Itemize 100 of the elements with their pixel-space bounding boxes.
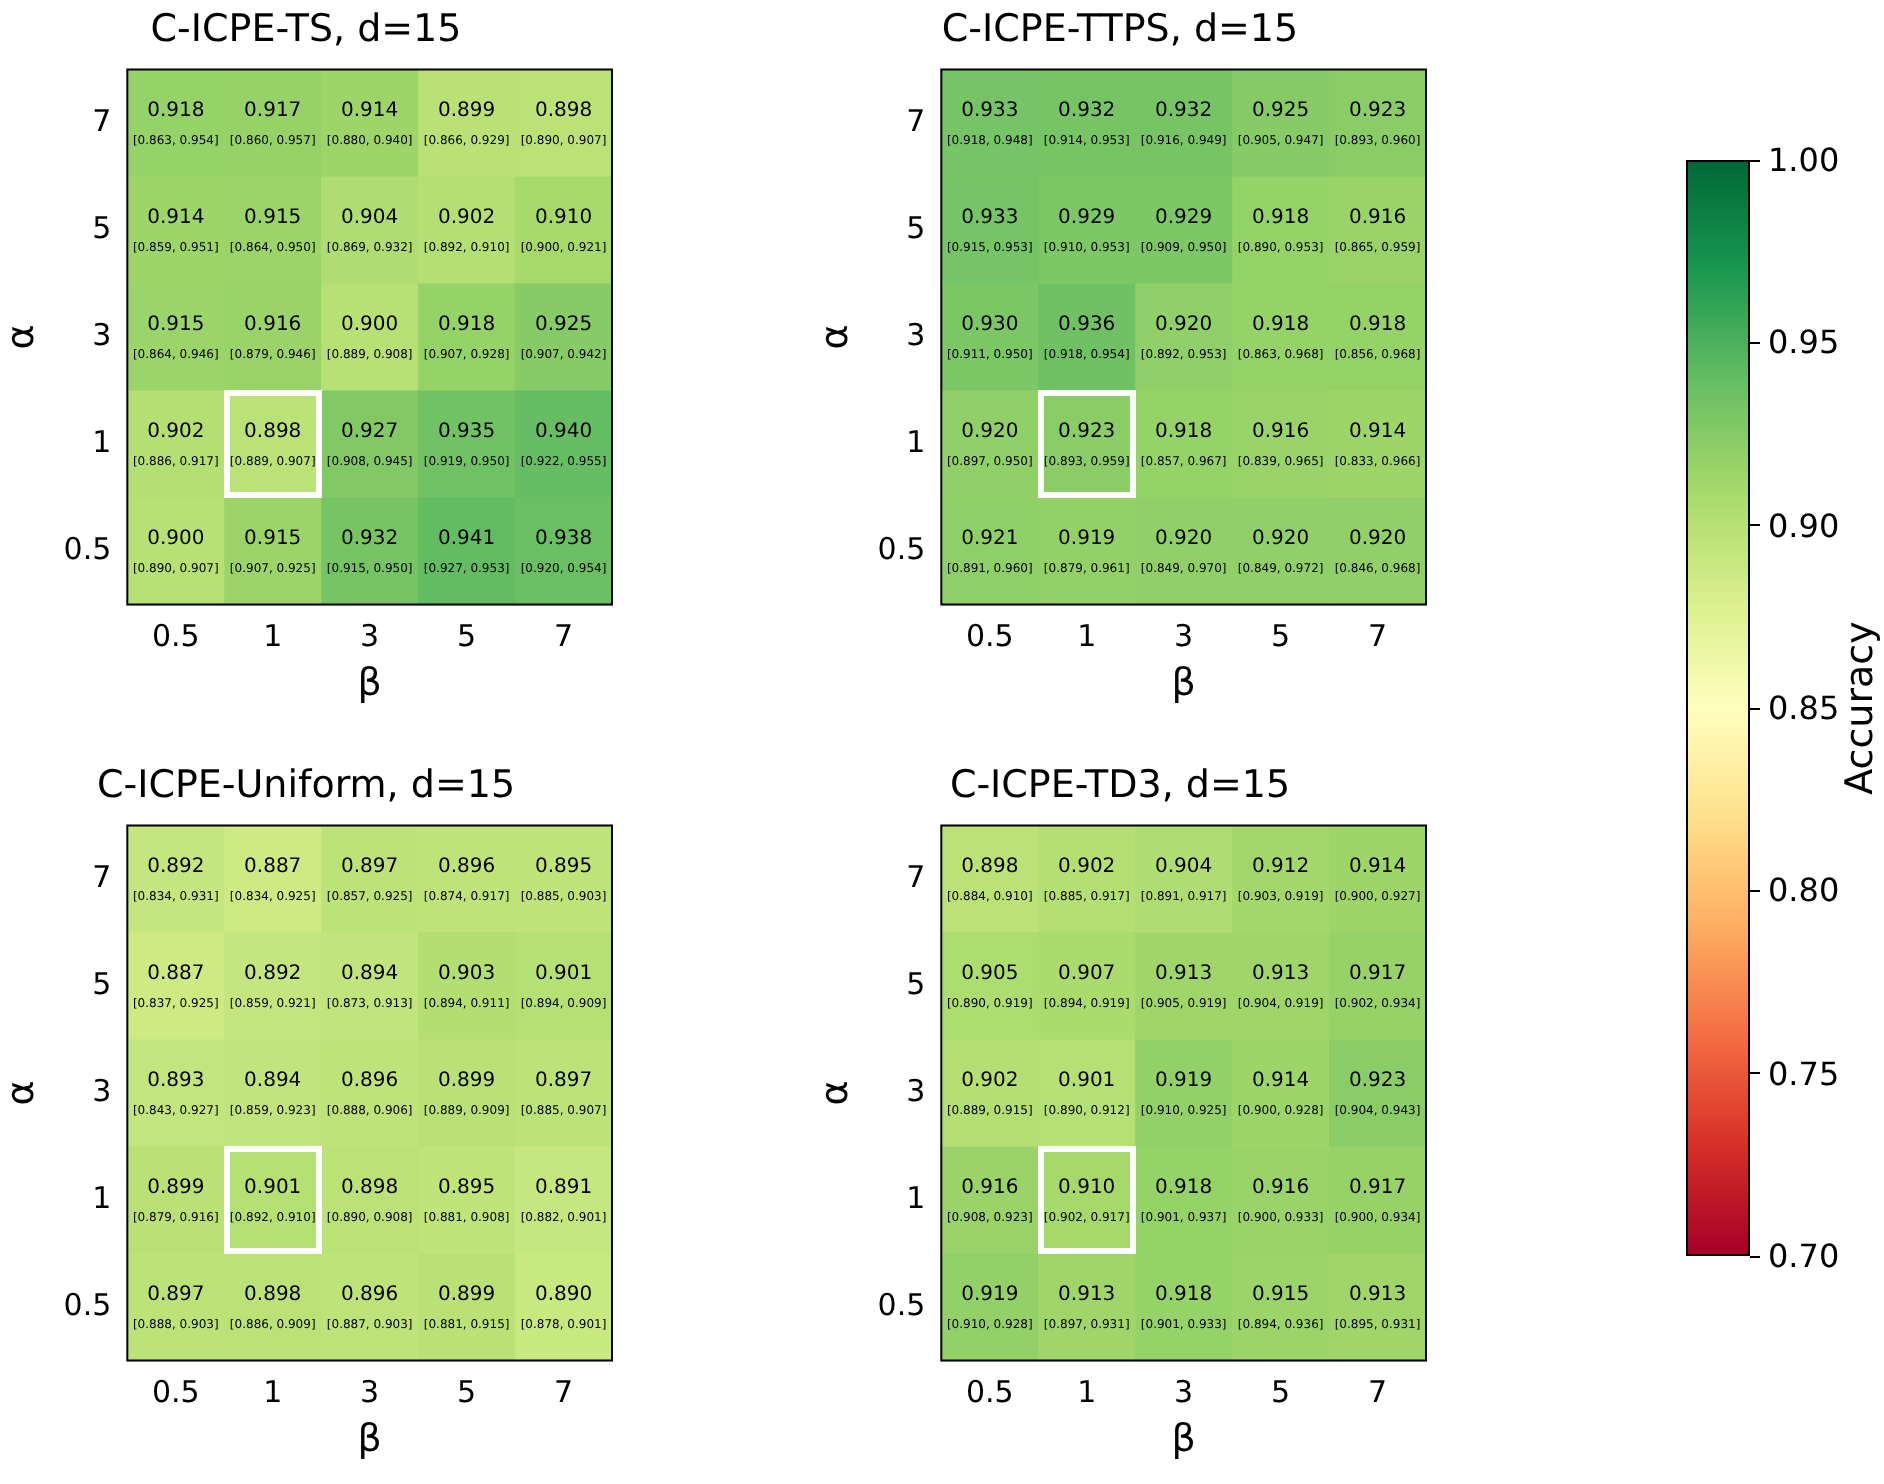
data-label: 0.899 [437,1284,496,1307]
data-label: 0.916 [1348,207,1407,230]
data-label: 0.925 [1251,100,1310,123]
data-label: 0.938 [534,528,593,551]
data-label: 0.890 [534,1284,593,1307]
chart-title: C-ICPE-TTPS, d=15 [941,6,1299,51]
x-tick-label: 5 [1271,618,1291,655]
y-tick-label: 5 [906,209,926,246]
data-label: 0.896 [341,1070,399,1093]
data-label: 0.923 [1348,1070,1407,1093]
data-label: 0.917 [1348,963,1407,986]
data-label: 0.933 [961,100,1019,123]
chart-title: C-ICPE-TS, d=15 [150,6,462,51]
data-label: 0.930 [961,314,1019,337]
data-label: 0.914 [1348,421,1407,444]
data-label: 0.913 [1348,1284,1407,1307]
data-label: 0.901 [244,1177,302,1200]
color-bar-label: 0.85 [1768,689,1840,727]
y-tick-label: 1 [906,423,926,460]
data-label: 0.907 [1058,963,1116,986]
data-label: 0.929 [1058,207,1116,230]
data-label: 0.899 [147,1177,205,1200]
data-label: 0.914 [1348,856,1407,879]
data-label: 0.904 [341,207,399,230]
y-tick-label: 0.5 [63,1286,112,1323]
data-label: 0.897 [534,1070,593,1093]
data-label: 0.894 [244,1070,302,1093]
data-label: 0.895 [437,1177,496,1200]
y-tick-label: 0.5 [877,1286,926,1323]
data-label: 0.915 [244,207,302,230]
x-axis-title: β [357,661,382,706]
x-tick-label: 0.5 [965,1374,1014,1411]
y-tick-label: 0.5 [877,530,926,567]
data-label: 0.904 [1155,856,1213,879]
data-label: 0.916 [244,314,302,337]
data-label: 0.902 [1058,856,1116,879]
data-label: 0.892 [147,856,205,879]
data-label: 0.920 [1155,528,1213,551]
data-label: 0.901 [534,963,593,986]
chart-title: C-ICPE-Uniform, d=15 [96,762,516,807]
data-label: 0.897 [341,856,399,879]
data-label: 0.920 [1348,528,1407,551]
x-tick-label: 3 [360,1374,380,1411]
data-label: 0.920 [1251,528,1310,551]
data-label: 0.917 [1348,1177,1407,1200]
data-label: 0.887 [244,856,302,879]
x-axis-title: β [1171,1417,1196,1462]
data-label: 0.900 [147,528,205,551]
data-label: 0.918 [437,314,496,337]
data-label: 0.933 [961,207,1019,230]
data-label: 0.918 [1155,1284,1213,1307]
y-tick-label: 7 [92,858,112,895]
data-label: 0.941 [437,528,496,551]
y-tick-label: 1 [906,1179,926,1216]
data-label: 0.932 [1058,100,1116,123]
data-label: 0.940 [534,421,593,444]
data-label: 0.929 [1155,207,1213,230]
data-label: 0.905 [961,963,1019,986]
chart-title: C-ICPE-TD3, d=15 [949,762,1291,807]
y-axis-title: α [812,1080,857,1106]
data-label: 0.915 [244,528,302,551]
data-label: 0.923 [1348,100,1407,123]
data-label: 0.895 [534,856,593,879]
x-axis-title: β [1171,661,1196,706]
y-tick-label: 5 [92,209,112,246]
data-label: 0.916 [961,1177,1019,1200]
data-label: 0.936 [1058,314,1116,337]
data-label: 0.915 [147,314,205,337]
data-label: 0.898 [341,1177,399,1200]
x-tick-label: 3 [360,618,380,655]
data-label: 0.919 [1155,1070,1213,1093]
x-tick-label: 7 [553,618,574,655]
data-label: 0.914 [341,100,399,123]
y-axis-title: α [0,324,43,350]
data-label: 0.900 [341,314,399,337]
color-bar-title: Accuracy [1838,621,1882,795]
data-label: 0.913 [1251,963,1310,986]
y-tick-label: 7 [92,102,112,139]
x-tick-label: 5 [457,618,477,655]
x-tick-label: 7 [1367,1374,1388,1411]
data-label: 0.902 [147,421,205,444]
data-label: 0.917 [244,100,302,123]
data-label: 0.921 [961,528,1019,551]
data-label: 0.914 [1251,1070,1310,1093]
color-bar-label: 0.75 [1768,1054,1840,1093]
data-label: 0.935 [437,421,496,444]
x-tick-label: 3 [1174,1374,1194,1411]
color-bar-label: 0.80 [1768,871,1840,910]
data-label: 0.901 [1058,1070,1116,1093]
data-label: 0.902 [437,207,496,230]
data-label: 0.920 [1155,314,1213,337]
y-axis-title: α [0,1080,43,1106]
data-label: 0.898 [961,856,1019,879]
data-label: 0.913 [1058,1284,1116,1307]
x-tick-label: 0.5 [151,618,200,655]
data-label: 0.896 [341,1284,399,1307]
x-tick-label: 5 [1271,1374,1291,1411]
data-label: 0.912 [1251,856,1310,879]
data-label: 0.918 [147,100,205,123]
data-label: 0.893 [147,1070,205,1093]
